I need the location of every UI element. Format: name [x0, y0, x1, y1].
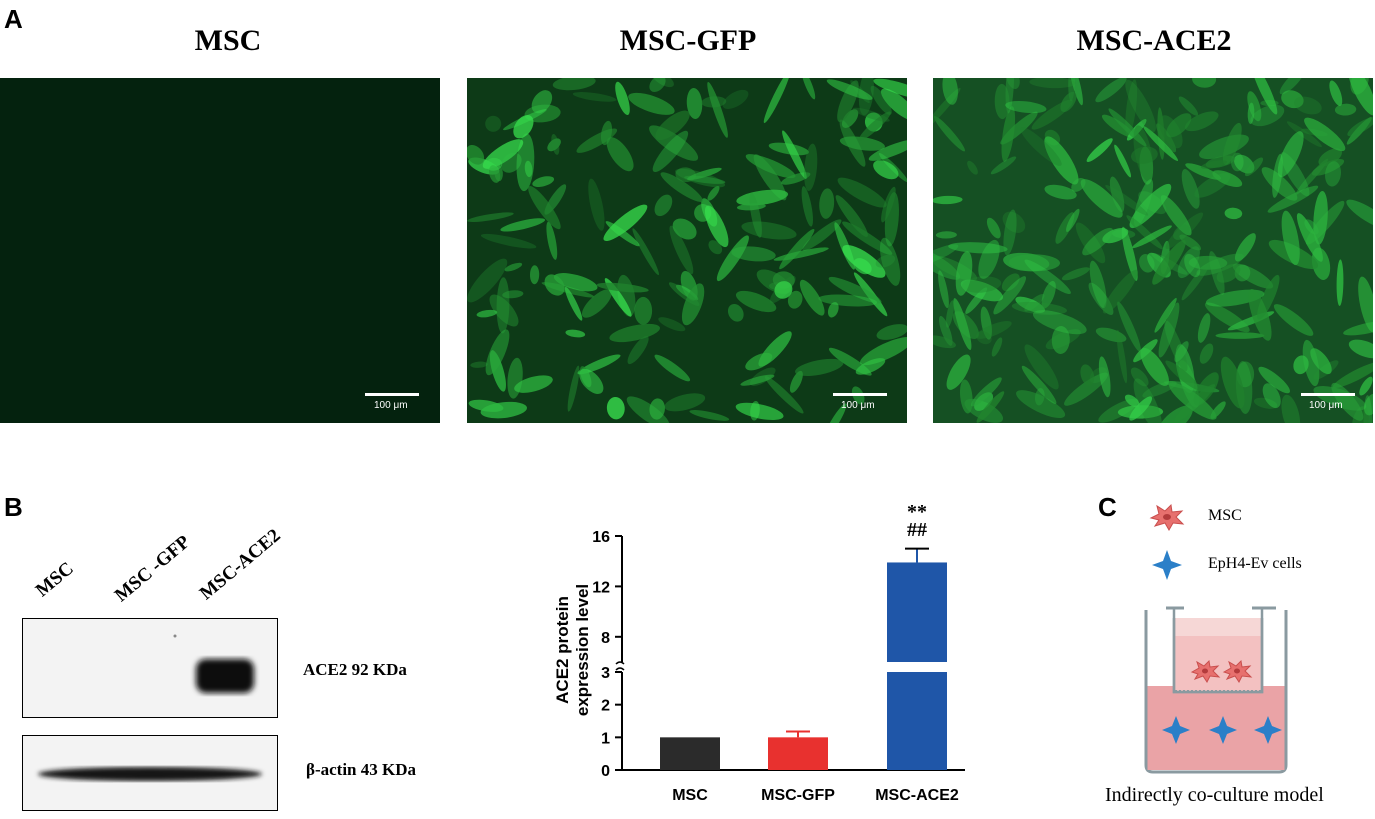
y-tick-label: 3 [601, 665, 610, 682]
micrograph-msc-gfp [467, 78, 907, 423]
blot-label-ace2: ACE2 92 KDa [303, 660, 407, 679]
lane-label-msc: MSC [31, 557, 78, 602]
bar-msc-gfp [768, 737, 828, 770]
x-tick-label: MSC [672, 787, 708, 804]
image-title-msc-ace2: MSC-ACE2 [1076, 24, 1232, 57]
x-tick-label: MSC-ACE2 [875, 787, 959, 804]
bar-msc [660, 737, 720, 770]
micrograph-msc-ace2 [933, 78, 1373, 423]
coculture-diagram [1126, 600, 1306, 785]
western-blot-ace2 [22, 618, 278, 718]
panel-c-letter: C [1098, 492, 1117, 522]
y-axis-label: ACE2 proteinexpression level [553, 584, 592, 716]
scale-label-2: 100 μm [841, 400, 875, 411]
y-tick-label: 16 [592, 529, 610, 546]
y-tick-label: 0 [601, 763, 610, 780]
lane-label-msc-ace2: MSC-ACE2 [195, 525, 285, 605]
legend-label-msc: MSC [1208, 507, 1242, 524]
bar-msc-ace2-upper [887, 562, 947, 662]
panel-a-letter: A [4, 4, 23, 34]
y-tick-label: 8 [601, 630, 610, 647]
axis-break-lower [615, 667, 625, 671]
scale-bar-3 [1301, 393, 1355, 396]
image-title-msc-gfp: MSC-GFP [619, 24, 757, 57]
bar-msc-ace2-lower [887, 672, 947, 770]
scale-bar-2 [833, 393, 887, 396]
coculture-caption: Indirectly co-culture model [1105, 784, 1324, 806]
x-tick-label: MSC-GFP [761, 787, 835, 804]
scale-bar-1 [365, 393, 419, 396]
panel-b-letter: B [4, 492, 23, 522]
y-tick-label: 1 [601, 730, 610, 747]
blot-label-beta-actin: β-actin 43 KDa [306, 760, 417, 779]
star-cell-icon [1150, 548, 1184, 587]
lane-label-msc-gfp: MSC -GFP [110, 531, 195, 607]
y-tick-label: 12 [592, 579, 610, 596]
micrograph-msc [0, 78, 440, 423]
y-tick-label: 2 [601, 698, 610, 715]
significance-mark: ** [907, 501, 927, 523]
image-title-msc: MSC [194, 24, 262, 57]
significance-mark: ## [907, 519, 927, 541]
scale-label-1: 100 μm [374, 400, 408, 411]
msc-cell-icon [1147, 502, 1187, 537]
scale-label-3: 100 μm [1309, 400, 1343, 411]
western-blot-beta-actin [22, 735, 278, 811]
legend-label-eph4: EpH4-Ev cells [1208, 555, 1302, 572]
axis-break-upper [615, 661, 625, 665]
